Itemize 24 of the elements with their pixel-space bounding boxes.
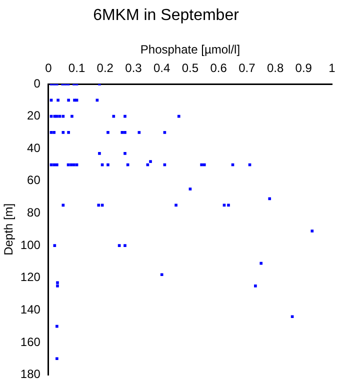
y-tick-label: 160	[20, 334, 41, 349]
y-tick-label: 100	[20, 238, 41, 252]
x-tick-label: 1	[328, 61, 336, 76]
y-tick-label: 140	[20, 302, 41, 316]
x-tick-label: 0	[45, 61, 52, 76]
y-axis-title: Depth [m]	[2, 203, 16, 256]
y-tick-label: 20	[27, 108, 41, 123]
y-tick-label: 40	[27, 140, 41, 155]
x-tick-label: 0.8	[266, 61, 284, 76]
x-tick-label: 0.1	[68, 61, 86, 76]
y-tick-label: 0	[34, 76, 41, 90]
x-tick-label: 0.9	[295, 61, 312, 76]
x-axis-title: Phosphate [µmol/l]	[140, 42, 240, 57]
x-tick-label: 0.3	[125, 61, 142, 76]
x-tick-label: 0.2	[96, 61, 114, 76]
x-tick-label: 0.6	[210, 61, 228, 76]
y-tick-label: 180	[20, 367, 41, 382]
x-tick-label: 0.5	[182, 61, 199, 76]
x-tick-label: 0.4	[154, 61, 171, 76]
y-tick-label: 60	[27, 173, 41, 188]
y-tick-label: 120	[20, 270, 41, 284]
x-tick-label: 0.7	[238, 61, 256, 76]
chart-title: 6MKM in September	[93, 7, 240, 24]
y-tick-label: 80	[27, 206, 41, 220]
